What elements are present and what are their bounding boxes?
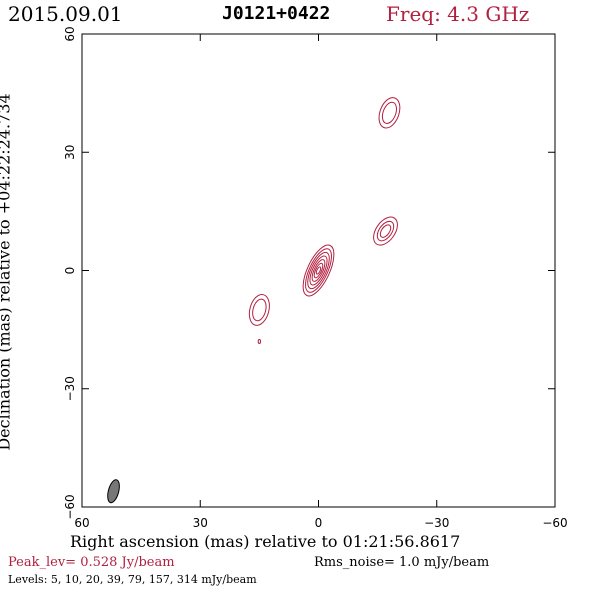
contour-level bbox=[379, 224, 392, 238]
contour-level bbox=[315, 266, 322, 275]
contour-level bbox=[257, 338, 262, 344]
y-tick-label: 60 bbox=[63, 26, 77, 41]
frequency-label: Freq: 4.3 GHz bbox=[386, 2, 530, 26]
observation-date: 2015.09.01 bbox=[8, 2, 123, 26]
rms-noise: Rms_noise= 1.0 mJy/beam bbox=[314, 555, 490, 570]
contour-level bbox=[376, 220, 395, 242]
y-axis-label: Declination (mas) relative to +04:22:24.… bbox=[0, 93, 14, 451]
beam-ellipse bbox=[107, 479, 120, 504]
contour-level bbox=[302, 244, 335, 297]
x-tick-label: −60 bbox=[542, 516, 567, 530]
contour-level bbox=[311, 259, 326, 282]
contour-level bbox=[313, 262, 324, 279]
contour-level bbox=[248, 293, 270, 326]
plot-frame bbox=[81, 33, 556, 508]
y-tick-label: −60 bbox=[63, 494, 77, 519]
x-axis-label: Right ascension (mas) relative to 01:21:… bbox=[70, 532, 461, 551]
x-tick-label: 0 bbox=[315, 516, 323, 530]
x-tick-label: −30 bbox=[424, 516, 449, 530]
contour-level bbox=[373, 216, 398, 246]
contour-level bbox=[378, 97, 401, 129]
x-tick-label: 60 bbox=[74, 516, 89, 530]
y-tick-label: 0 bbox=[63, 267, 77, 275]
x-tick-label: 30 bbox=[193, 516, 208, 530]
y-tick-label: −30 bbox=[63, 376, 77, 401]
contour-levels: Levels: 5, 10, 20, 39, 79, 157, 314 mJy/… bbox=[8, 573, 257, 586]
contour-level bbox=[307, 251, 330, 290]
source-name: J0121+0422 bbox=[222, 3, 331, 24]
contour-level bbox=[305, 248, 332, 293]
contour-level bbox=[252, 298, 267, 322]
contour-level bbox=[381, 101, 397, 124]
y-tick-label: 30 bbox=[63, 145, 77, 160]
contour-level bbox=[309, 255, 328, 286]
peak-level: Peak_lev= 0.528 Jy/beam bbox=[8, 555, 175, 570]
